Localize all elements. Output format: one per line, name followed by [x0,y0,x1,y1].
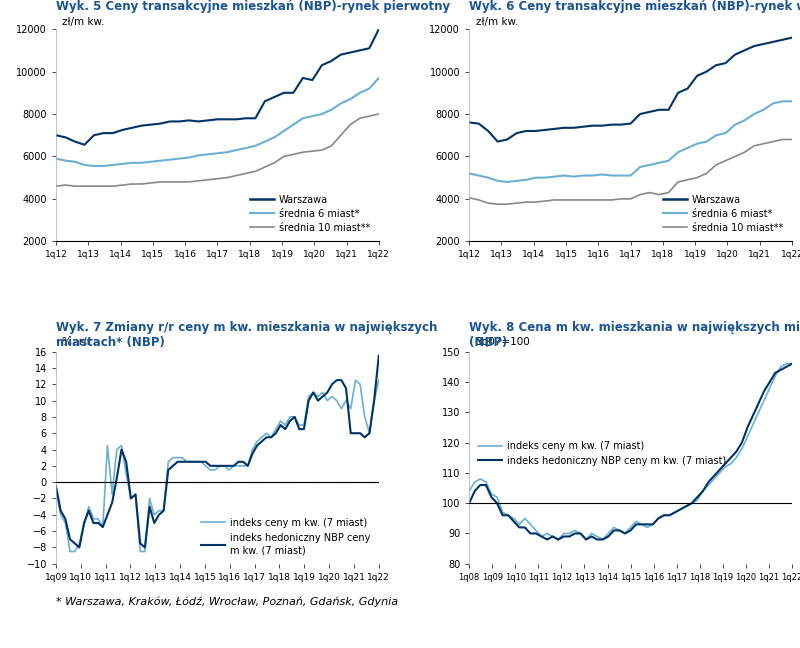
Text: Wyk. 5 Ceny transakcyjne mieszkań (NBP)-rynek pierwotny: Wyk. 5 Ceny transakcyjne mieszkań (NBP)-… [56,0,450,13]
Text: 3q07=100: 3q07=100 [476,338,530,347]
Legend: indeks ceny m kw. (7 miast), indeks hedoniczny NBP ceny m kw. (7 miast): indeks ceny m kw. (7 miast), indeks hedo… [474,437,730,470]
Legend: Warszawa, średnia 6 miast*, średnia 10 miast**: Warszawa, średnia 6 miast*, średnia 10 m… [246,191,374,237]
Text: zł/m kw.: zł/m kw. [62,17,105,27]
Text: Wyk. 6 Ceny transakcyjne mieszkań (NBP)-rynek wtórny: Wyk. 6 Ceny transakcyjne mieszkań (NBP)-… [469,0,800,13]
Text: %; r/r: %; r/r [62,338,91,347]
Text: Wyk. 7 Zmiany r/r ceny m kw. mieszkania w największych
miastach* (NBP): Wyk. 7 Zmiany r/r ceny m kw. mieszkania … [56,321,438,349]
Text: zł/m kw.: zł/m kw. [476,17,518,27]
Legend: Warszawa, średnia 6 miast*, średnia 10 miast**: Warszawa, średnia 6 miast*, średnia 10 m… [659,191,787,237]
Legend: indeks ceny m kw. (7 miast), indeks hedoniczny NBP ceny
m kw. (7 miast): indeks ceny m kw. (7 miast), indeks hedo… [197,514,374,559]
Text: Wyk. 8 Cena m kw. mieszkania w największych miastach*
(NBP): Wyk. 8 Cena m kw. mieszkania w największ… [469,321,800,349]
Text: * Warszawa, Kraków, Łódź, Wrocław, Poznań, Gdańsk, Gdynia: * Warszawa, Kraków, Łódź, Wrocław, Pozna… [56,596,398,607]
